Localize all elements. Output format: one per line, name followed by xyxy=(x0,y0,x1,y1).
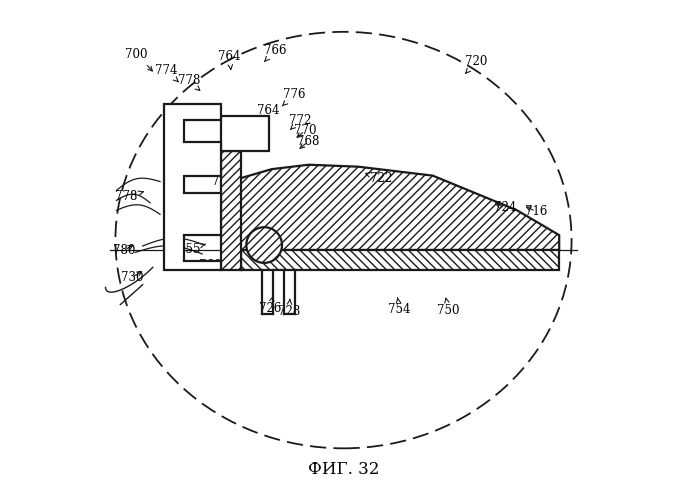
Text: 778: 778 xyxy=(115,190,144,203)
Polygon shape xyxy=(241,250,559,270)
Text: 764: 764 xyxy=(257,104,280,120)
Text: 768: 768 xyxy=(297,136,319,148)
Text: 776: 776 xyxy=(282,88,305,106)
Text: 702: 702 xyxy=(199,226,222,239)
Text: 764: 764 xyxy=(218,50,240,70)
Text: 755: 755 xyxy=(177,242,205,256)
Text: 700: 700 xyxy=(126,48,153,71)
Text: 774: 774 xyxy=(155,64,179,82)
Text: 770: 770 xyxy=(293,124,316,138)
Circle shape xyxy=(247,227,282,263)
Text: 724: 724 xyxy=(494,202,517,214)
Text: 722: 722 xyxy=(365,172,392,184)
Text: 772: 772 xyxy=(289,114,311,130)
Text: 720: 720 xyxy=(465,55,488,73)
Text: 730: 730 xyxy=(120,271,143,284)
Text: 728: 728 xyxy=(278,300,300,318)
Text: 754: 754 xyxy=(388,298,411,316)
Polygon shape xyxy=(241,164,559,250)
Text: 760: 760 xyxy=(199,260,222,272)
Text: 778: 778 xyxy=(178,74,200,90)
Text: 778: 778 xyxy=(212,175,235,188)
Polygon shape xyxy=(221,116,269,151)
Polygon shape xyxy=(221,151,241,270)
Polygon shape xyxy=(164,104,221,270)
Text: 774: 774 xyxy=(207,202,229,218)
Text: ФИГ. 32: ФИГ. 32 xyxy=(308,460,379,477)
Text: 726: 726 xyxy=(259,296,281,315)
Text: 750: 750 xyxy=(438,298,460,317)
Text: 780: 780 xyxy=(113,244,135,256)
Text: 716: 716 xyxy=(525,205,547,218)
Text: 766: 766 xyxy=(264,44,286,62)
